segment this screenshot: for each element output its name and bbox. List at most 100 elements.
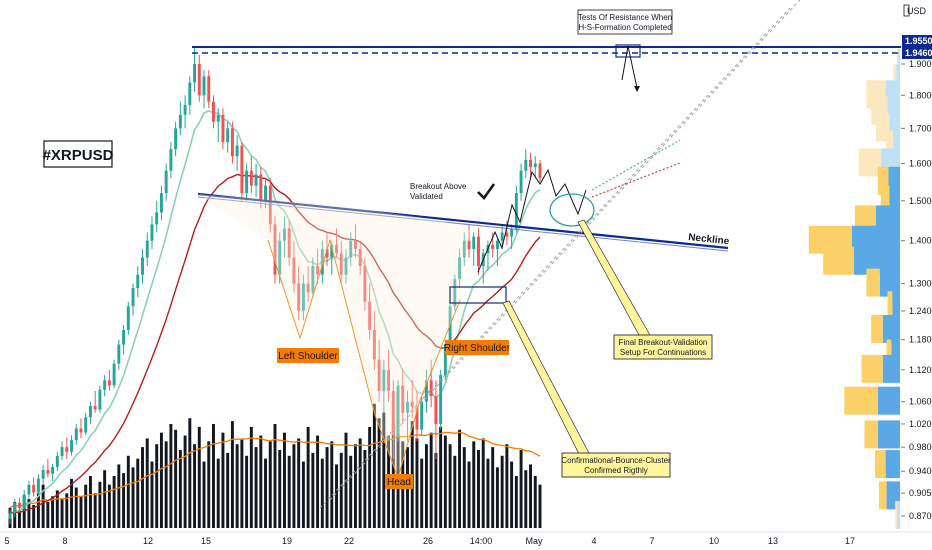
volume-profile-up-bar (891, 339, 900, 368)
volume-bar (235, 444, 239, 528)
volume-bar (84, 484, 88, 528)
volume-bar (529, 464, 533, 528)
candle-body (178, 114, 182, 129)
candle-body (155, 212, 159, 225)
volume-bar (216, 458, 220, 528)
volume-bar (382, 412, 386, 528)
volume-bar (434, 452, 438, 528)
volume-bar (178, 450, 182, 528)
breakout-highlight-ellipse (549, 193, 595, 227)
ema-fast-line (9, 109, 541, 515)
volume-bar (41, 484, 45, 528)
volume-bars (8, 398, 542, 528)
left-shoulder-label: Left Shoulder (278, 351, 338, 362)
candle-body (529, 159, 533, 168)
annotations-drawing: Neckline Left Shoulder Head Right Shoulder #… (43, 0, 901, 509)
volume-bar (524, 470, 528, 528)
price-tick-label: 1.4000 (909, 236, 932, 246)
volume-bar (505, 444, 509, 528)
candle-body (245, 170, 249, 194)
candle-body (27, 484, 31, 495)
volume-bar (297, 438, 301, 528)
candle-body (524, 159, 528, 171)
candle-body (150, 224, 154, 241)
volume-bar (538, 484, 542, 528)
trend-channel-upper (329, 0, 801, 501)
volume-bar (112, 476, 116, 528)
time-tick-label: May (525, 536, 543, 546)
final-breakout-note (613, 334, 713, 360)
projected-path (477, 168, 587, 273)
resistance-test-box (615, 44, 641, 58)
candle-body (70, 440, 73, 452)
volume-bar (282, 432, 286, 528)
candle-body (311, 266, 315, 293)
price-scale-background[interactable] (901, 0, 932, 532)
head-shoulders-fill (198, 194, 470, 478)
head-label-badge (385, 474, 413, 489)
price-label-1.9550: 1.9550 (905, 36, 932, 46)
volume-bar (287, 455, 291, 528)
candle-body (278, 240, 282, 275)
price-tick-label: 1.6000 (909, 158, 932, 168)
currency-lock-icon[interactable] (903, 4, 910, 17)
candle-body (212, 101, 215, 122)
volume-bar (254, 447, 258, 528)
volume-profile-up-bar (888, 166, 900, 195)
price-axis[interactable]: 1.9000 1.8000 1.7000 1.6000 1.5000 1.4000 1.30… (901, 35, 932, 521)
volume-bar (27, 499, 31, 528)
candle-body (51, 466, 55, 474)
volume-bar (330, 441, 334, 528)
candle-body (8, 513, 12, 519)
volume-bar (420, 458, 424, 528)
volume-bar (325, 447, 329, 528)
candle-body (268, 185, 272, 225)
volume-bar (443, 435, 447, 528)
breakout-note-line1: Breakout Above (410, 182, 467, 191)
left-shoulder-label-badge (277, 348, 339, 363)
volume-bar (349, 455, 353, 528)
candle-body (519, 170, 523, 194)
time-tick-label: 14:00 (470, 536, 493, 546)
time-scale-background[interactable] (0, 532, 932, 550)
candle-body (372, 329, 376, 360)
volume-bar (188, 418, 192, 528)
candle-body (235, 145, 239, 157)
volume-profile-up-bar (897, 501, 900, 529)
volume-profile-up-bar (882, 354, 900, 383)
volume-bar (448, 444, 452, 528)
volume-bar (51, 496, 55, 528)
volume-bar (169, 424, 173, 528)
bounce-cluster-note (561, 452, 671, 478)
arrow-head-icon (634, 86, 640, 92)
candle-body (60, 447, 64, 457)
volume-bar (500, 455, 504, 528)
candle-body (112, 363, 116, 386)
volume-profile-up-bar (893, 130, 900, 159)
candle-body (406, 401, 409, 413)
volume-profile-down-bar (877, 166, 889, 195)
candle-body (292, 257, 296, 284)
candle-body (98, 389, 102, 410)
volume-bar (415, 438, 419, 528)
candle-body (145, 240, 149, 258)
volume-profile-up-bar (877, 420, 900, 449)
candle-body (230, 128, 234, 157)
candle-body (396, 385, 400, 436)
price-tick-label: 1.2400 (909, 306, 932, 316)
time-axis[interactable]: 5 8 12 15 19 22 26 14:00 May 4 7 10 13 17 (4, 536, 855, 546)
volume-bar (36, 493, 40, 528)
volume-bar (453, 455, 457, 528)
candle-body (420, 401, 424, 430)
candle-body (240, 145, 244, 194)
candle-body (467, 240, 471, 250)
volume-bar (363, 450, 367, 528)
volume-bar (155, 444, 159, 528)
candle-body (391, 390, 395, 436)
time-tick-label: 13 (768, 536, 778, 546)
candle-body (410, 401, 414, 408)
candle-body (46, 469, 50, 474)
